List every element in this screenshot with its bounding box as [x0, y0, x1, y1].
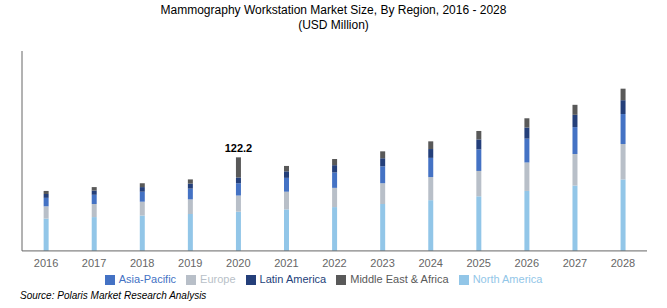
svg-text:2020: 2020 [226, 257, 250, 269]
html-text:Middle East & Africa: Middle East & Africa [350, 272, 449, 285]
svg-text:122.2: 122.2 [225, 142, 253, 154]
svg-text:2021: 2021 [274, 257, 298, 269]
svg-text:2025: 2025 [466, 257, 490, 269]
html-text:North America: North America [472, 272, 543, 285]
svg-text:2026: 2026 [515, 257, 539, 269]
html-text:Europe: Europe [200, 272, 236, 285]
svg-text:2017: 2017 [82, 257, 106, 269]
svg-text:2028: 2028 [611, 257, 635, 269]
svg-text:2023: 2023 [370, 257, 394, 269]
html-text:Source: Polaris Market Researc: Source: Polaris Market Research Analysis [20, 290, 207, 301]
svg-text:2027: 2027 [563, 257, 587, 269]
svg-text:2016: 2016 [34, 257, 58, 269]
html-text:(USD Million): (USD Million) [298, 18, 369, 32]
svg-text:2018: 2018 [130, 257, 154, 269]
svg-text:2019: 2019 [178, 257, 202, 269]
html-text:Asia-Pacific: Asia-Pacific [118, 272, 177, 285]
html-text:Latin America: Latin America [259, 272, 327, 285]
html-text:Mammography Workstation Market: Mammography Workstation Market Size, By … [160, 3, 507, 17]
svg-text:2024: 2024 [418, 257, 442, 269]
svg-text:2022: 2022 [322, 257, 346, 269]
